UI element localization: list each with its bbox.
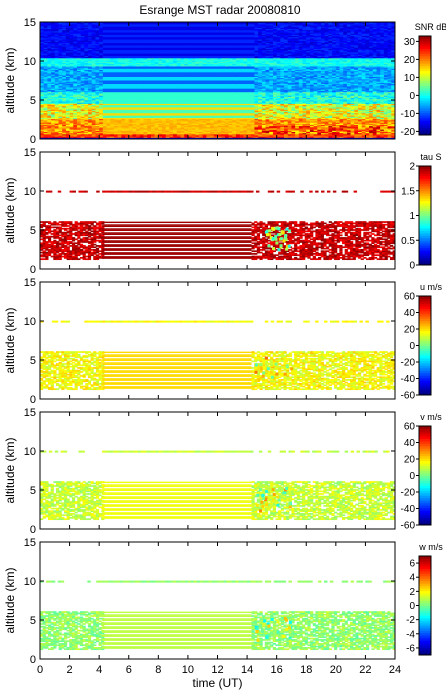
colorbar-tick-label: 4 bbox=[409, 573, 415, 584]
colorbar-tick-label: 60 bbox=[404, 422, 416, 433]
y-tick-label: 15 bbox=[24, 147, 36, 159]
y-tick-label: 5 bbox=[30, 225, 36, 237]
x-tick-label: 2 bbox=[67, 664, 73, 676]
colorbar-tick-label: 30 bbox=[404, 37, 416, 48]
y-tick-label: 5 bbox=[30, 355, 36, 367]
x-tick-label: 16 bbox=[271, 664, 283, 676]
y-tick-label: 15 bbox=[24, 277, 36, 289]
y-tick-label: 10 bbox=[24, 186, 36, 198]
colorbar-tick-label: -10 bbox=[401, 109, 416, 120]
colorbar-tick-label: 60 bbox=[404, 292, 416, 303]
tau-image bbox=[40, 190, 395, 261]
x-tick-label: 14 bbox=[241, 664, 253, 676]
y-tick-label: 15 bbox=[24, 407, 36, 419]
x-tick-label: 10 bbox=[182, 664, 194, 676]
y-axis-label: altitude (km) bbox=[3, 177, 17, 243]
colorbar-tick-label: 6 bbox=[409, 559, 415, 570]
colorbar-tick-label: 2 bbox=[409, 162, 415, 173]
panel-tau: 0 5 10 15 altitude (km) tau S 0 0.5 1 1.5 2 bbox=[3, 147, 442, 276]
y-tick-label: 10 bbox=[24, 446, 36, 458]
x-tick-label: 4 bbox=[96, 664, 102, 676]
colorbar-tick-label: -60 bbox=[401, 521, 416, 532]
y-axis-label: altitude (km) bbox=[3, 307, 17, 373]
colorbar-label: SNR dB bbox=[415, 22, 446, 32]
x-tick-label: 24 bbox=[389, 664, 401, 676]
x-tick-label: 20 bbox=[330, 664, 342, 676]
colorbar-tick-label: -20 bbox=[401, 488, 416, 499]
colorbar-tick-label: 0 bbox=[409, 471, 415, 482]
y-tick-label: 0 bbox=[30, 654, 36, 666]
y-tick-label: 15 bbox=[24, 537, 36, 549]
colorbar-w bbox=[418, 555, 432, 656]
y-tick-label: 5 bbox=[30, 485, 36, 497]
colorbar-tick-label: -40 bbox=[401, 374, 416, 385]
SNR-image bbox=[40, 22, 395, 139]
colorbar-tick-label: 0 bbox=[409, 261, 415, 272]
panel-u: 0 5 10 15 altitude (km) u m/s -60 -40 -20 0 20 40 60 bbox=[3, 277, 442, 406]
x-tick-label: 0 bbox=[37, 664, 43, 676]
y-tick-label: 0 bbox=[30, 524, 36, 536]
colorbar-tick-label: 0 bbox=[409, 91, 415, 102]
figure-title: Esrange MST radar 20080810 bbox=[139, 3, 301, 17]
colorbar-label: tau S bbox=[420, 152, 441, 162]
x-tick-label: 8 bbox=[155, 664, 161, 676]
colorbar-tick-label: 0 bbox=[409, 601, 415, 612]
y-tick-label: 10 bbox=[24, 56, 36, 68]
x-tick-label: 6 bbox=[126, 664, 132, 676]
y-tick-label: 0 bbox=[30, 394, 36, 406]
colorbar-v bbox=[418, 425, 432, 526]
w-image bbox=[40, 580, 395, 651]
colorbar-label: w m/s bbox=[418, 542, 443, 552]
colorbar-tick-label: -20 bbox=[401, 127, 416, 138]
v-image bbox=[40, 450, 395, 521]
colorbar-tick-label: 0.5 bbox=[401, 236, 415, 247]
colorbar-tick-label: 20 bbox=[404, 55, 416, 66]
colorbar-tick-label: 40 bbox=[404, 308, 416, 319]
colorbar-tick-label: 20 bbox=[404, 455, 416, 466]
colorbar-tick-label: -2 bbox=[406, 615, 415, 626]
y-axis-label: altitude (km) bbox=[3, 47, 17, 113]
colorbar-tick-label: 1.5 bbox=[401, 186, 415, 197]
colorbar-tick-label: 40 bbox=[404, 438, 416, 449]
u-image bbox=[40, 320, 395, 391]
x-axis-label: time (UT) bbox=[193, 676, 243, 690]
colorbar-tick-label: 2 bbox=[409, 587, 415, 598]
y-tick-label: 10 bbox=[24, 316, 36, 328]
x-tick-label: 12 bbox=[211, 664, 223, 676]
y-tick-label: 0 bbox=[30, 134, 36, 146]
y-tick-label: 0 bbox=[30, 264, 36, 276]
panel-SNR: 0 5 10 15 altitude (km) SNR dB -20 -10 0 10 20 30 bbox=[3, 17, 446, 146]
colorbar-tick-label: -20 bbox=[401, 358, 416, 369]
colorbar-tick-label: 10 bbox=[404, 73, 416, 84]
colorbar-tick-label: 0 bbox=[409, 341, 415, 352]
colorbar-tick-label: -60 bbox=[401, 391, 416, 402]
x-tick-label: 22 bbox=[359, 664, 371, 676]
colorbar-SNR bbox=[418, 35, 432, 136]
x-tick-label: 18 bbox=[300, 664, 312, 676]
colorbar-tick-label: -6 bbox=[406, 643, 415, 654]
colorbar-tick-label: 20 bbox=[404, 325, 416, 336]
colorbar-tick-label: -40 bbox=[401, 504, 416, 515]
y-tick-label: 5 bbox=[30, 615, 36, 627]
y-tick-label: 5 bbox=[30, 95, 36, 107]
colorbar-u bbox=[418, 295, 432, 396]
colorbar-tau bbox=[418, 165, 432, 266]
colorbar-tick-label: -4 bbox=[406, 629, 415, 640]
colorbar-label: v m/s bbox=[420, 412, 442, 422]
panel-v: 0 5 10 15 altitude (km) v m/s -60 -40 -20 0 20 40 60 bbox=[3, 407, 442, 536]
y-axis-label: altitude (km) bbox=[3, 437, 17, 503]
colorbar-tick-label: 1 bbox=[409, 211, 415, 222]
y-tick-label: 10 bbox=[24, 576, 36, 588]
y-tick-label: 15 bbox=[24, 17, 36, 29]
colorbar-label: u m/s bbox=[420, 282, 443, 292]
y-axis-label: altitude (km) bbox=[3, 567, 17, 633]
